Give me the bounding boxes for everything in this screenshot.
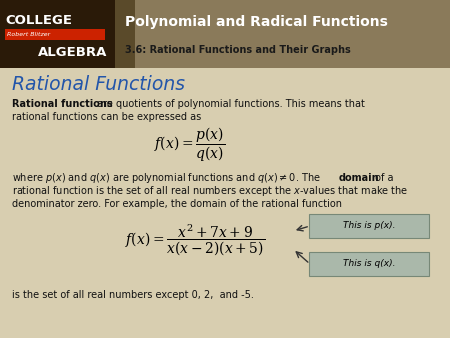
Text: rational function is the set of all real numbers except the $x$-values that make: rational function is the set of all real…: [12, 184, 409, 198]
FancyBboxPatch shape: [0, 68, 450, 338]
Text: Rational Functions: Rational Functions: [12, 74, 185, 94]
Text: This is q(x).: This is q(x).: [343, 260, 395, 268]
Text: domain: domain: [339, 173, 380, 183]
FancyBboxPatch shape: [309, 252, 429, 276]
FancyBboxPatch shape: [0, 0, 115, 68]
Text: is the set of all real numbers except 0, 2,  and -5.: is the set of all real numbers except 0,…: [12, 290, 254, 300]
Text: COLLEGE: COLLEGE: [5, 14, 72, 26]
Text: are quotients of polynomial functions. This means that: are quotients of polynomial functions. T…: [94, 99, 365, 109]
Text: $f(x) = \dfrac{p(x)}{q(x)}$: $f(x) = \dfrac{p(x)}{q(x)}$: [154, 126, 225, 164]
FancyBboxPatch shape: [0, 0, 450, 68]
FancyBboxPatch shape: [5, 29, 105, 40]
Text: rational functions can be expressed as: rational functions can be expressed as: [12, 112, 201, 122]
Text: denominator zero. For example, the domain of the rational function: denominator zero. For example, the domai…: [12, 199, 342, 209]
Text: Robert Blitzer: Robert Blitzer: [7, 32, 50, 38]
Text: Polynomial and Radical Functions: Polynomial and Radical Functions: [125, 15, 388, 29]
FancyBboxPatch shape: [115, 0, 135, 68]
Text: 3.6: Rational Functions and Their Graphs: 3.6: Rational Functions and Their Graphs: [125, 45, 351, 55]
Text: Rational functions: Rational functions: [12, 99, 113, 109]
Text: where $p(x)$ and $q(x)$ are polynomial functions and $q(x) \neq 0$. The: where $p(x)$ and $q(x)$ are polynomial f…: [12, 171, 321, 185]
Text: $f(x) = \dfrac{x^2 + 7x + 9}{x(x - 2)(x + 5)}$: $f(x) = \dfrac{x^2 + 7x + 9}{x(x - 2)(x …: [125, 222, 265, 258]
Text: of a: of a: [372, 173, 393, 183]
Text: ALGEBRA: ALGEBRA: [38, 46, 108, 58]
Text: This is p(x).: This is p(x).: [343, 221, 395, 231]
FancyBboxPatch shape: [309, 214, 429, 238]
